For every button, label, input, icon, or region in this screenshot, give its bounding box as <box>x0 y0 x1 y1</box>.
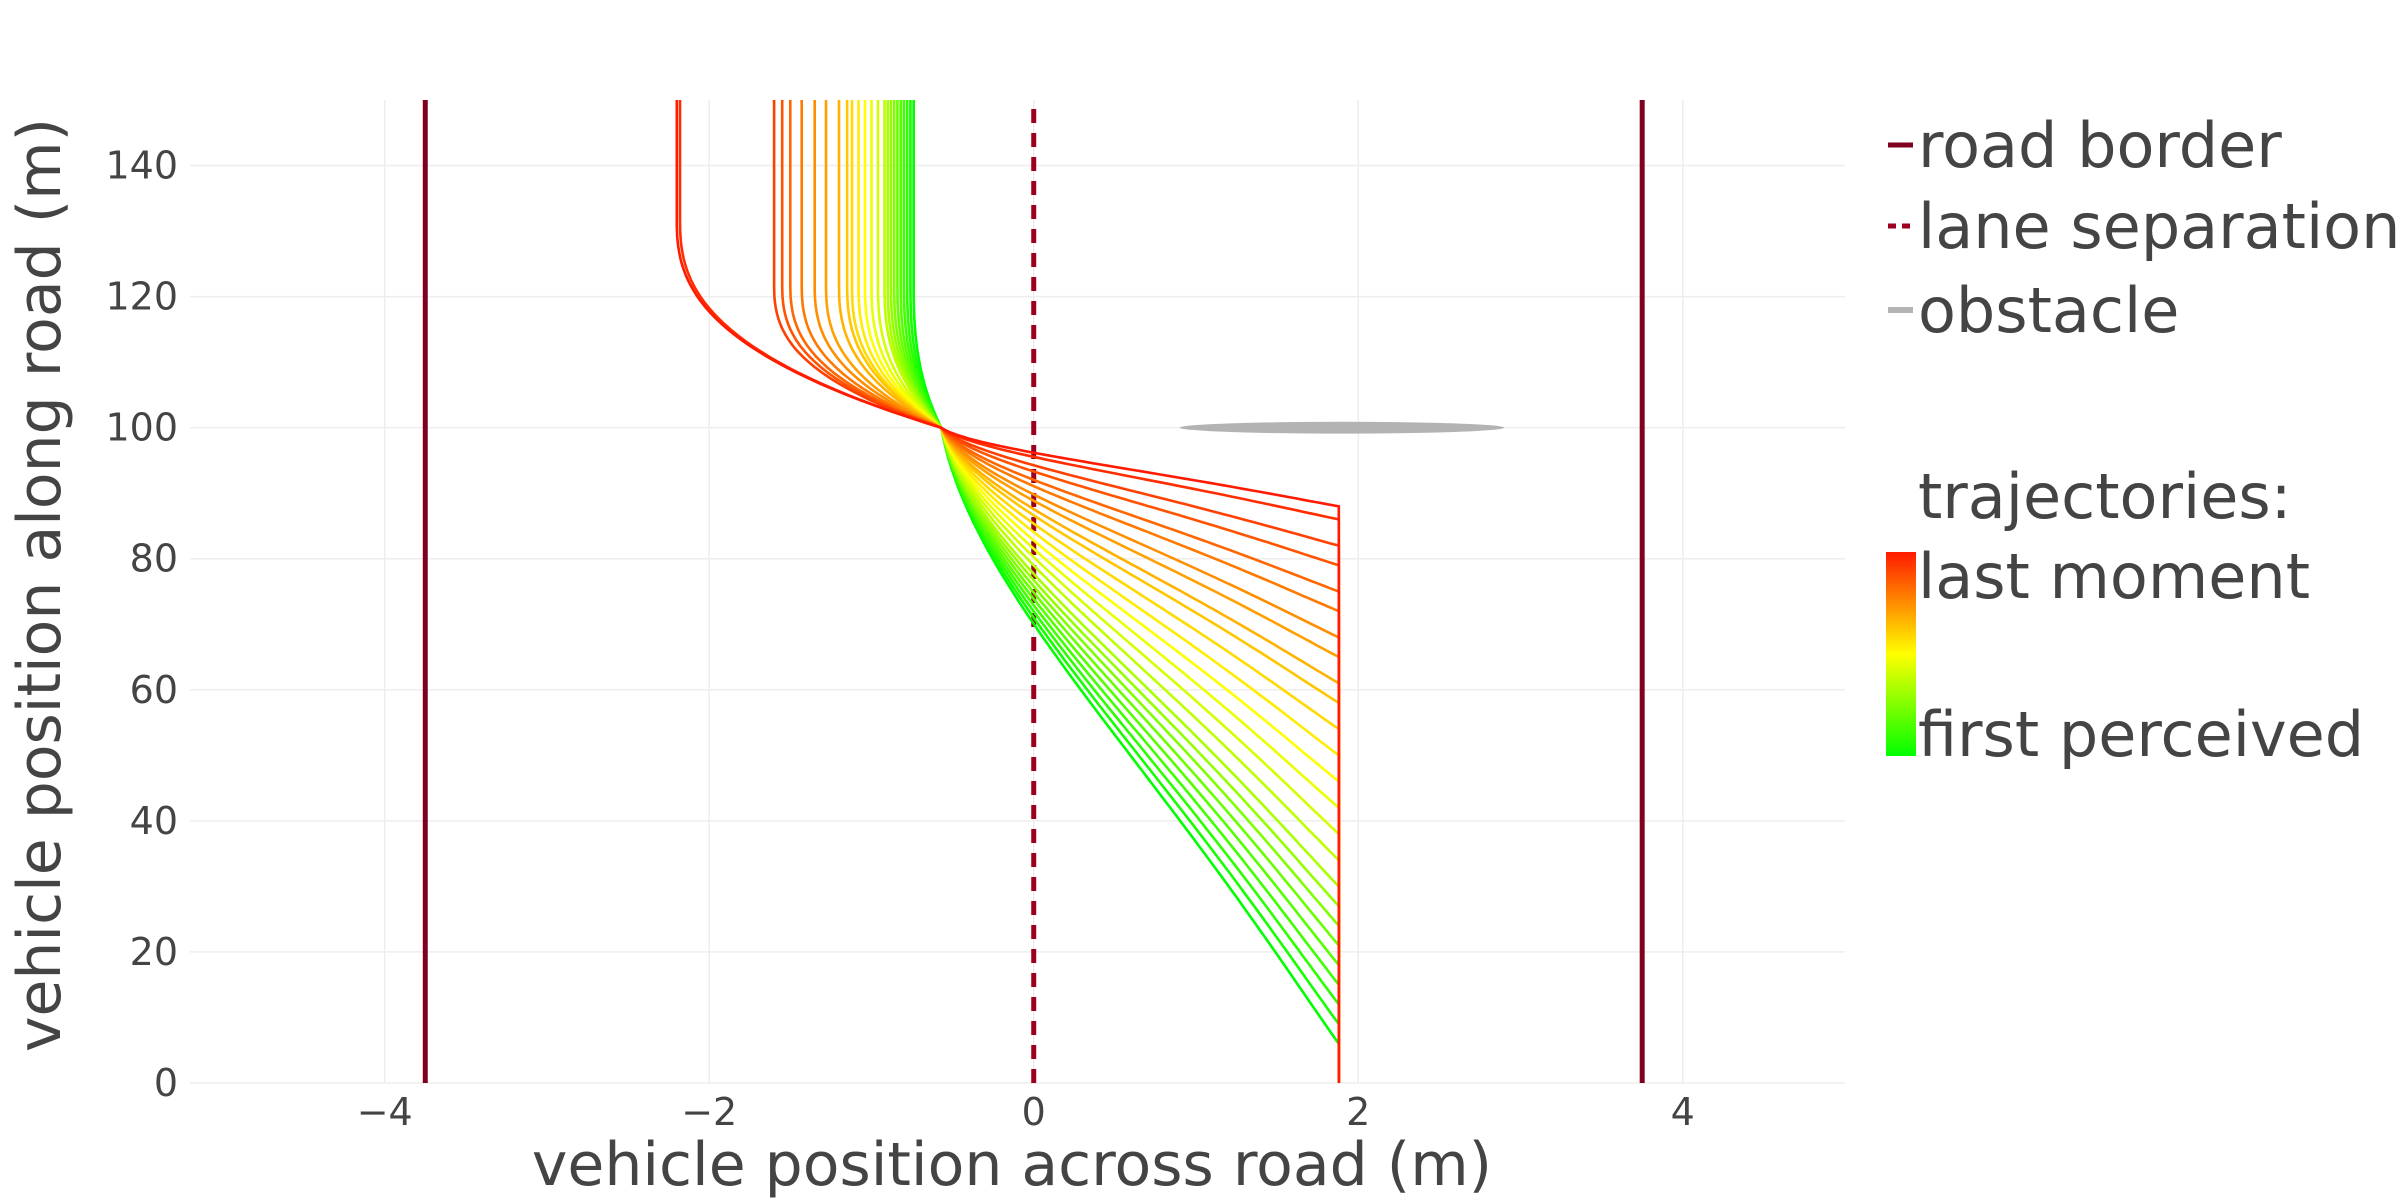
y-tick-label: 0 <box>154 1061 178 1105</box>
y-axis-title: vehicle position along road (m) <box>5 118 75 1052</box>
x-tick-label: −2 <box>681 1090 737 1134</box>
obstacle <box>1179 421 1505 434</box>
legend-label-first-perceived: first perceived <box>1918 698 2364 771</box>
trajectory-line <box>883 100 1341 1083</box>
trajectory-line <box>678 100 1341 1083</box>
x-tick-label: 2 <box>1346 1090 1370 1134</box>
legend: road border lane separation obstacle tra… <box>1886 109 2400 771</box>
legend-label-lane-separation: lane separation <box>1918 190 2400 263</box>
y-tick-label: 140 <box>105 144 178 188</box>
legend-label-obstacle: obstacle <box>1918 274 2179 347</box>
legend-trajectories-title: trajectories: <box>1918 460 2292 533</box>
legend-label-road-border: road border <box>1918 109 2282 182</box>
y-tick-label: 120 <box>105 275 178 319</box>
x-axis-title: vehicle position across road (m) <box>532 1130 1492 1200</box>
obstacle-layer <box>1179 421 1505 434</box>
trajectory-line <box>909 100 1341 1083</box>
trajectory-line <box>870 100 1341 1083</box>
trajectory-line <box>876 100 1341 1083</box>
trajectory-line <box>899 100 1341 1083</box>
trajectory-line <box>675 100 1341 1083</box>
x-tick-label: −4 <box>357 1090 413 1134</box>
y-tick-label: 20 <box>130 930 178 974</box>
grid <box>190 100 1845 1084</box>
trajectory-line <box>863 100 1341 1083</box>
y-tick-label: 40 <box>130 799 178 843</box>
trajectory-layer <box>675 100 1341 1083</box>
y-tick-label: 100 <box>105 406 178 450</box>
x-tick-label: 4 <box>1671 1090 1695 1134</box>
trajectory-colorbar <box>1886 552 1916 756</box>
trajectory-line <box>902 100 1341 1083</box>
trajectory-line <box>896 100 1341 1083</box>
x-tick-label: 0 <box>1022 1090 1046 1134</box>
legend-label-last-moment: last moment <box>1918 540 2310 613</box>
y-tick-label: 80 <box>130 537 178 581</box>
y-tick-label: 60 <box>130 668 178 712</box>
trajectory-line <box>850 100 1341 1083</box>
